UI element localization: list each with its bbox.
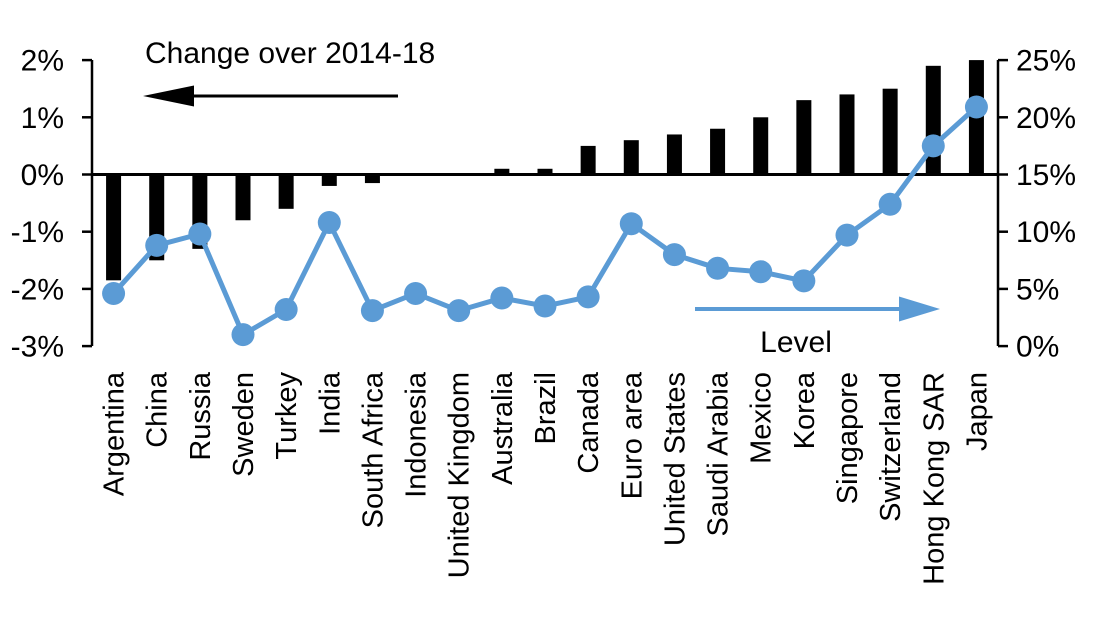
x-axis-label: Korea — [789, 371, 821, 449]
level-point — [533, 294, 557, 318]
left-axis-tick-label: 0% — [21, 159, 64, 192]
change-arrow-left-icon — [143, 85, 194, 107]
x-axis-label: India — [314, 371, 346, 435]
change-bar — [710, 128, 726, 175]
level-point — [317, 211, 341, 235]
change-bar — [364, 174, 380, 184]
change-bar — [623, 140, 639, 175]
change-bar — [537, 168, 553, 175]
level-point — [404, 281, 428, 305]
x-axis-label: Singapore — [832, 372, 864, 504]
change-bar — [753, 117, 769, 175]
right-axis-tick-label: 25% — [1016, 45, 1076, 78]
x-axis-label: Turkey — [271, 372, 303, 460]
line-series-level — [102, 95, 988, 347]
level-point — [490, 286, 514, 310]
level-arrow-right-icon — [899, 296, 940, 322]
level-point — [792, 269, 816, 293]
change-bar — [235, 174, 251, 221]
change-bar — [839, 94, 855, 175]
change-bar — [925, 65, 941, 175]
x-axis-label: Australia — [487, 371, 519, 485]
level-point — [878, 192, 902, 216]
level-point — [447, 299, 471, 323]
x-axis-label: United Kingdom — [444, 372, 476, 578]
x-axis-label: China — [142, 371, 174, 448]
annotation-arrows — [143, 85, 940, 322]
x-axis-label: South Africa — [357, 371, 389, 528]
x-axis-label: Canada — [573, 371, 605, 473]
x-axis-label: Brazil — [530, 372, 562, 445]
level-point — [274, 297, 298, 321]
left-axis-tick-label: 1% — [21, 102, 64, 135]
level-point — [102, 281, 126, 305]
level-point — [964, 95, 988, 119]
level-point — [619, 212, 643, 236]
level-point — [576, 285, 600, 309]
x-axis-label: Euro area — [616, 371, 648, 499]
level-point — [662, 243, 686, 267]
left-axis-tick-label: -2% — [11, 273, 64, 306]
x-axis-label: Sweden — [228, 372, 260, 477]
left-axis-tick-label: -1% — [11, 216, 64, 249]
right-axis-tick-label: 15% — [1016, 159, 1076, 192]
change-bar — [580, 145, 596, 175]
x-axis-label: Hong Kong SAR — [918, 372, 950, 585]
x-axis-label: Japan — [961, 372, 993, 451]
axis-tick-labels: 2% 1% 0% -1% -2% -3% 25% 20% 15% 10% 5% 0% — [11, 45, 1076, 364]
x-axis-label: Indonesia — [401, 371, 433, 498]
change-bar — [278, 174, 294, 209]
left-axis-tick-label: 2% — [21, 45, 64, 78]
change-bar — [494, 168, 510, 175]
change-bar — [882, 88, 898, 175]
x-axis-label: Saudi Arabia — [703, 371, 735, 536]
level-point — [706, 256, 730, 280]
level-point — [231, 323, 255, 347]
x-axis-label: Switzerland — [875, 372, 907, 522]
right-axis-tick-label: 10% — [1016, 216, 1076, 249]
right-axis-tick-label: 5% — [1016, 273, 1059, 306]
x-axis-label: Argentina — [99, 371, 131, 496]
right-axis-tick-label: 0% — [1016, 331, 1059, 364]
x-axis-label: United States — [659, 372, 691, 546]
right-axis-tick-label: 20% — [1016, 102, 1076, 135]
change-bar — [106, 174, 122, 281]
level-point — [749, 260, 773, 284]
level-point — [188, 222, 212, 246]
level-point — [921, 134, 945, 158]
change-bar — [321, 174, 337, 186]
x-axis-category-labels: Argentina China Russia Sweden Turkey India Sou… — [99, 371, 994, 585]
bar-series-annotation: Change over 2014-18 — [145, 37, 435, 70]
bar-series-change — [106, 60, 984, 281]
x-axis-label: Russia — [185, 371, 217, 461]
line-series-annotation: Level — [760, 326, 832, 359]
x-axis-label: Mexico — [746, 372, 778, 464]
change-bar — [796, 100, 812, 175]
left-axis-tick-label: -3% — [11, 331, 64, 364]
level-point — [360, 299, 384, 323]
level-point — [835, 223, 859, 247]
change-bar — [666, 134, 682, 175]
level-point — [145, 233, 169, 257]
